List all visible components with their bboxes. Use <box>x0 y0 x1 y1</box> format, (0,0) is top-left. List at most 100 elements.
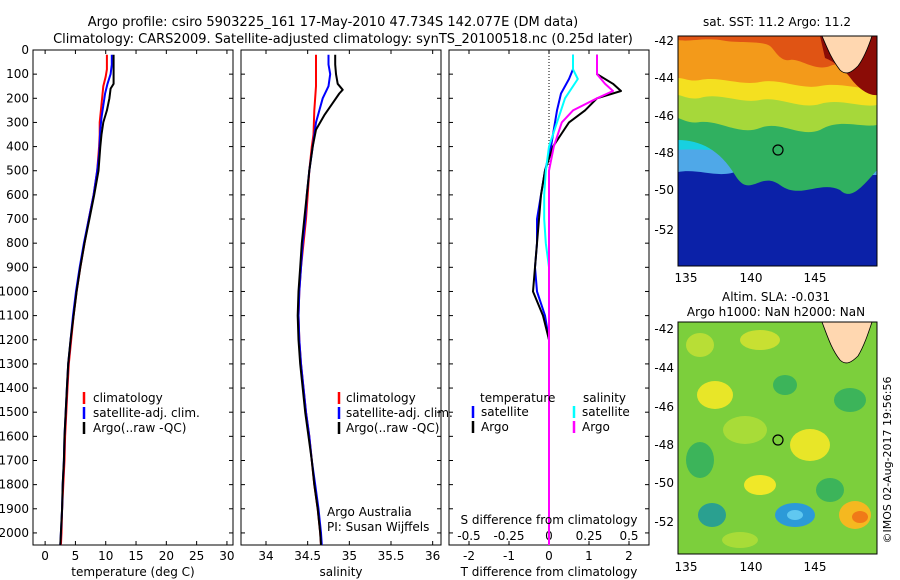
salinity-x-ticks: 34 34.5 35 35.5 36 <box>258 50 440 563</box>
sla-y-tick: -42 <box>654 322 674 336</box>
y-tick-label: 500 <box>6 164 29 178</box>
sla-field <box>678 321 877 554</box>
y-tick-label: 1000 <box>0 284 29 298</box>
sst-map-x-ticks: 135 140 145 <box>675 271 827 285</box>
y-tick-label: 800 <box>6 236 29 250</box>
sst-y-tick: -48 <box>654 146 674 160</box>
x-tick-label: 36 <box>425 549 440 563</box>
s-difference-label: S difference from climatology <box>461 513 638 527</box>
depth-y-ticks: 0 100 200 300 400 500 600 700 800 900 1000 1100 1200… <box>0 43 233 540</box>
legend-label-satellite-adj: satellite-adj. clim. <box>93 406 200 420</box>
sla-map-frame <box>677 321 878 555</box>
y-tick-label: 1400 <box>0 381 29 395</box>
x-tick-label: 0 <box>545 549 553 563</box>
sst-map-frame <box>677 35 878 267</box>
temperature-x-ticks: 0 5 10 15 20 25 30 <box>41 50 235 563</box>
salinity-lines <box>296 54 344 546</box>
series-line <box>548 54 614 545</box>
sla-x-tick: 140 <box>740 560 763 574</box>
argo-australia-note: Argo Australia <box>327 505 412 519</box>
sst-map-panel: sat. SST: 11.2 Argo: 11.2 -42 -44 -46 -4… <box>654 15 878 285</box>
y-tick-label: 100 <box>6 67 29 81</box>
series-line <box>59 54 115 546</box>
salinity-y-ticks <box>241 49 441 534</box>
sst-y-tick: -46 <box>654 109 674 123</box>
y-tick-label: 200 <box>6 91 29 105</box>
y-tick-label: 1900 <box>0 502 29 516</box>
y-tick-label: 1100 <box>0 309 29 323</box>
x-tick-label: -2 <box>463 549 475 563</box>
y-tick-label: 1500 <box>0 405 29 419</box>
y-tick-label: 600 <box>6 188 29 202</box>
temperature-axes-frame <box>32 49 234 546</box>
legend-label-s-satellite: satellite <box>582 405 630 419</box>
series-line <box>59 54 113 546</box>
sla-x-tick: 135 <box>675 560 698 574</box>
difference-legend: temperature salinity satellite Argo sate… <box>471 391 630 434</box>
y-tick-label: 0 <box>21 43 29 57</box>
s-tick-label: 0.5 <box>619 529 638 543</box>
sla-map-title-line1: Altim. SLA: -0.031 <box>722 290 830 304</box>
sst-map-title: sat. SST: 11.2 Argo: 11.2 <box>703 15 851 29</box>
y-tick-label: 900 <box>6 260 29 274</box>
sla-y-tick: -46 <box>654 400 674 414</box>
salinity-legend: climatology satellite-adj. clim. Argo(..… <box>337 391 453 435</box>
salinity-panel: 34 34.5 35 35.5 36 climatology satellite-adj… <box>240 49 453 579</box>
sst-x-tick: 140 <box>740 271 763 285</box>
y-tick-label: 400 <box>6 140 29 154</box>
sla-y-tick: -44 <box>654 361 674 375</box>
x-tick-label: 10 <box>98 549 113 563</box>
y-tick-label: 1300 <box>0 357 29 371</box>
argo-location-marker-sla <box>772 434 784 446</box>
x-tick-label: 34.5 <box>294 549 321 563</box>
x-tick-label: 15 <box>128 549 143 563</box>
x-tick-label: 1 <box>585 549 593 563</box>
sla-x-tick: 145 <box>804 560 827 574</box>
y-tick-label: 2000 <box>0 526 29 540</box>
sla-y-tick: -50 <box>654 476 674 490</box>
y-tick-label: 300 <box>6 115 29 129</box>
figure-title-line2: Climatology: CARS2009. Satellite-adjuste… <box>53 32 633 47</box>
sst-y-tick: -52 <box>654 223 674 237</box>
legend-label-t-satellite: satellite <box>481 405 529 419</box>
y-tick-label: 1200 <box>0 333 29 347</box>
figure-title-line1: Argo profile: csiro 5903225_161 17-May-2… <box>88 15 579 30</box>
y-tick-label: 700 <box>6 212 29 226</box>
sst-y-tick: -42 <box>654 34 674 48</box>
sst-y-tick: -44 <box>654 71 674 85</box>
legend-label-climatology: climatology <box>93 391 163 405</box>
legend-label-argo: Argo(..raw -QC) <box>93 421 186 435</box>
legend-label-satellite-adj: satellite-adj. clim. <box>346 406 453 420</box>
imos-credit: ©IMOS 02-Aug-2017 19:56:56 <box>881 377 894 544</box>
sst-y-tick: -50 <box>654 183 674 197</box>
legend-label-climatology: climatology <box>346 391 416 405</box>
x-tick-label: 0 <box>41 549 49 563</box>
s-tick-label: 0.25 <box>576 529 603 543</box>
salinity-axes-frame <box>240 49 442 546</box>
temperature-legend: climatology satellite-adj. clim. Argo(..… <box>82 391 200 435</box>
sla-map-x-ticks: 135 140 145 <box>675 560 827 574</box>
temperature-panel: 0 5 10 15 20 25 30 0 100 200 300 400 500 600 700 800 90… <box>0 43 235 579</box>
sst-x-tick: 135 <box>675 271 698 285</box>
difference-lines <box>532 54 622 545</box>
sla-y-tick: -48 <box>654 438 674 452</box>
series-line <box>532 54 622 545</box>
series-line <box>296 54 344 546</box>
difference-y-ticks <box>449 49 649 534</box>
y-tick-label: 1700 <box>0 453 29 467</box>
sla-map-panel: Altim. SLA: -0.031 Argo h1000: NaN h2000… <box>654 290 878 574</box>
x-tick-label: 2 <box>625 549 633 563</box>
y-tick-label: 1800 <box>0 478 29 492</box>
legend-label-s-argo: Argo <box>582 420 610 434</box>
x-tick-label: 5 <box>72 549 80 563</box>
x-tick-label: 20 <box>159 549 174 563</box>
sla-y-tick: -52 <box>654 515 674 529</box>
sst-x-tick: 145 <box>804 271 827 285</box>
temperature-lines <box>59 54 115 546</box>
x-tick-label: 35 <box>342 549 357 563</box>
pi-note: PI: Susan Wijffels <box>327 520 429 534</box>
legend-header-salinity: salinity <box>583 391 626 405</box>
x-tick-label: 25 <box>189 549 204 563</box>
x-tick-label: 35.5 <box>378 549 405 563</box>
